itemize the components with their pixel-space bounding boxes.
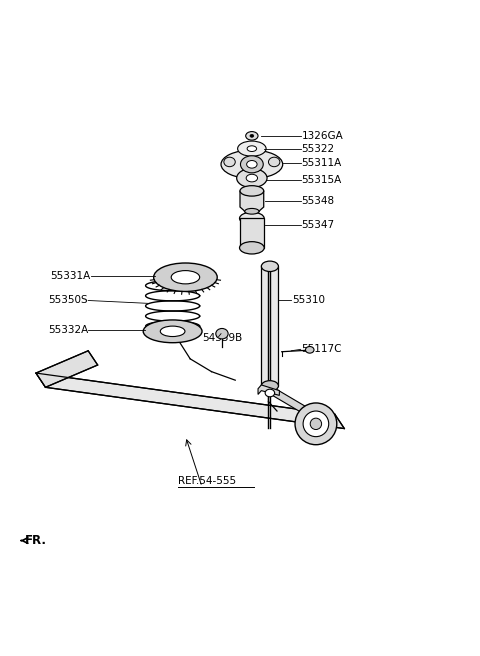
Ellipse shape xyxy=(265,389,275,397)
Text: 55332A: 55332A xyxy=(48,325,88,335)
Text: 55347: 55347 xyxy=(301,220,335,230)
Ellipse shape xyxy=(171,270,200,284)
Ellipse shape xyxy=(246,132,258,140)
Ellipse shape xyxy=(305,346,314,353)
Ellipse shape xyxy=(240,241,264,254)
Ellipse shape xyxy=(221,150,283,178)
Ellipse shape xyxy=(240,155,263,173)
Text: 55310: 55310 xyxy=(292,295,325,304)
Ellipse shape xyxy=(238,141,266,156)
Polygon shape xyxy=(36,351,97,387)
Ellipse shape xyxy=(268,157,280,167)
Polygon shape xyxy=(263,384,325,424)
Text: 55322: 55322 xyxy=(301,144,335,154)
Ellipse shape xyxy=(245,209,259,214)
Polygon shape xyxy=(240,191,264,212)
Text: 55331A: 55331A xyxy=(50,271,90,281)
Text: 55350S: 55350S xyxy=(48,295,87,306)
Ellipse shape xyxy=(261,380,278,391)
Ellipse shape xyxy=(224,157,235,167)
Polygon shape xyxy=(258,385,279,396)
Text: 55311A: 55311A xyxy=(301,158,342,168)
Text: FR.: FR. xyxy=(25,534,47,547)
Text: 55348: 55348 xyxy=(301,196,335,206)
Ellipse shape xyxy=(247,161,257,168)
Text: 55117C: 55117C xyxy=(301,344,342,354)
Text: REF.54-555: REF.54-555 xyxy=(179,476,237,486)
Text: 54559B: 54559B xyxy=(202,333,242,344)
Ellipse shape xyxy=(240,186,264,196)
Ellipse shape xyxy=(247,146,257,152)
Ellipse shape xyxy=(237,169,267,188)
Text: 55315A: 55315A xyxy=(301,175,342,185)
Ellipse shape xyxy=(154,263,217,291)
Ellipse shape xyxy=(303,411,329,437)
Text: 1326GA: 1326GA xyxy=(301,131,343,141)
Bar xyxy=(240,218,264,248)
Ellipse shape xyxy=(250,134,254,137)
Polygon shape xyxy=(36,373,344,428)
Ellipse shape xyxy=(216,329,228,339)
Ellipse shape xyxy=(240,213,264,224)
Ellipse shape xyxy=(310,418,322,430)
Ellipse shape xyxy=(295,403,337,445)
Ellipse shape xyxy=(143,320,202,342)
Ellipse shape xyxy=(261,261,278,272)
Ellipse shape xyxy=(160,326,185,337)
Bar xyxy=(261,266,278,386)
Ellipse shape xyxy=(246,174,258,182)
